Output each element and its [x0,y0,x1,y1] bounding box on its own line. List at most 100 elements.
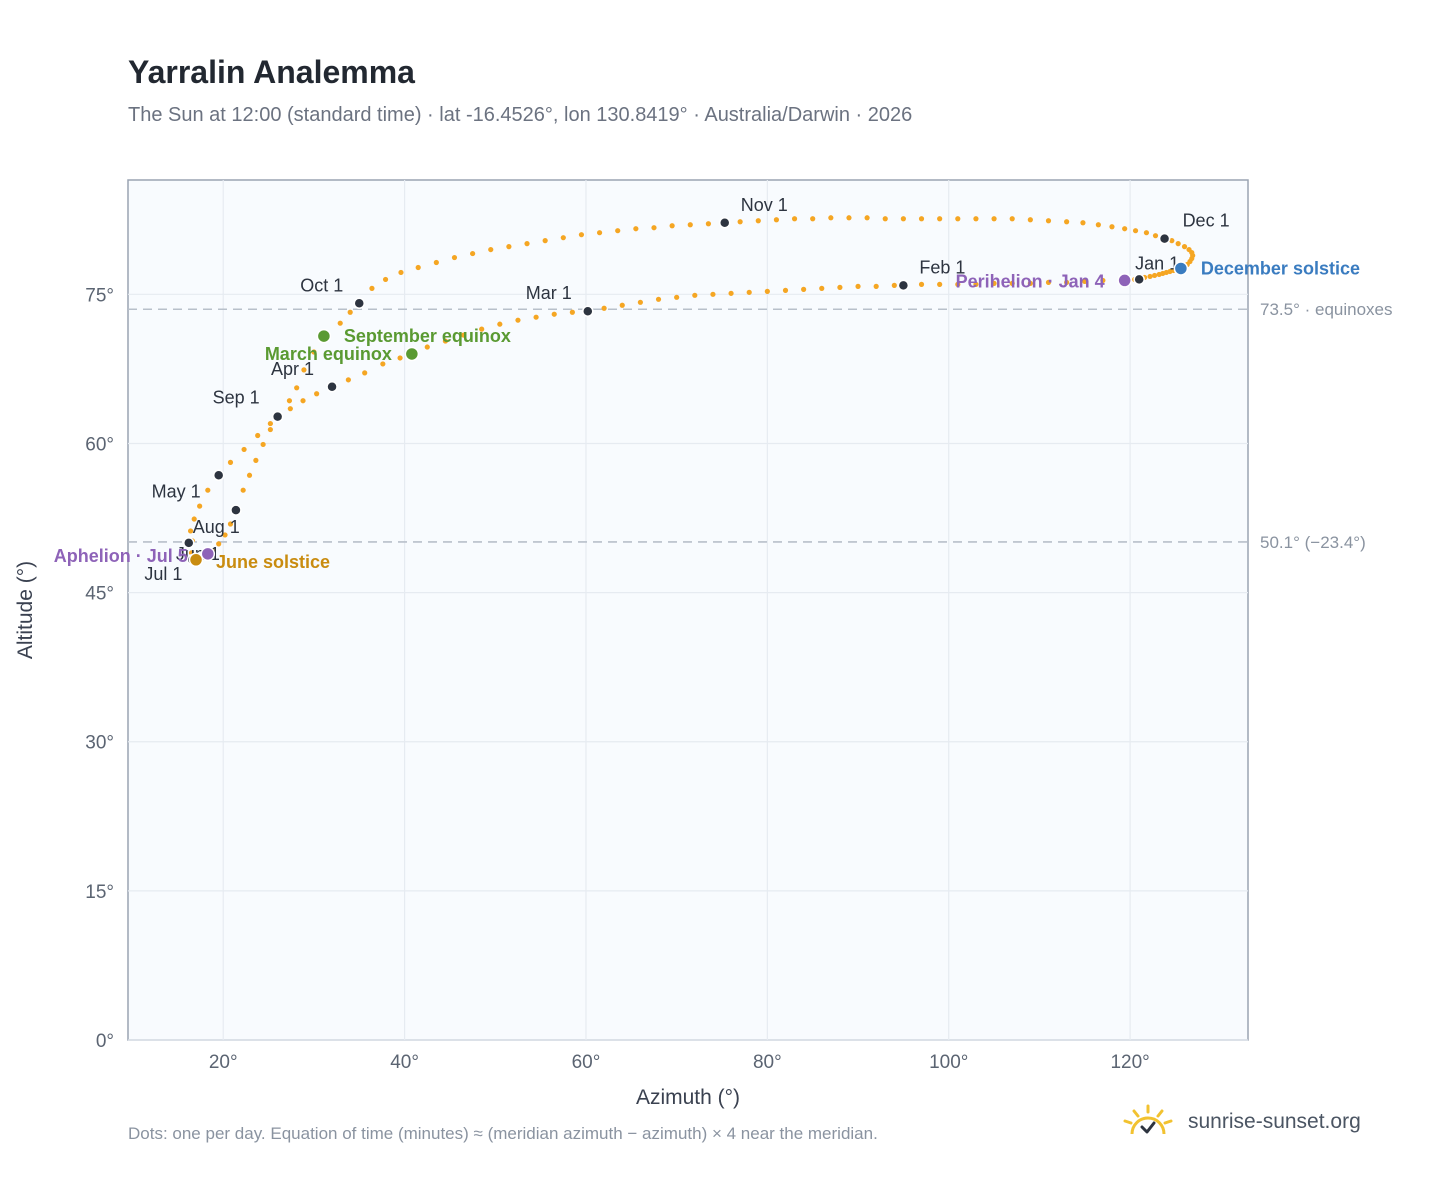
day-dot [1175,241,1181,247]
reference-line-label: 50.1° (−23.4°) [1260,533,1366,552]
day-dot [260,441,266,448]
day-dot [362,370,368,376]
month-marker-label: Nov 1 [741,195,788,215]
day-dot [1045,279,1052,286]
day-dot [1095,222,1101,228]
month-marker [271,410,284,423]
day-dot [991,216,997,222]
event-marker [200,546,216,562]
day-dot [1169,238,1175,244]
month-marker [230,504,242,516]
event-marker [188,552,204,568]
day-dot [369,285,375,291]
day-dot [846,215,852,221]
day-dot [560,235,566,241]
day-dot [506,244,512,250]
day-dot [955,216,961,222]
day-dot [382,276,389,283]
month-marker [897,279,910,292]
y-tick-label: 0° [96,1031,114,1052]
month-marker-label: Jul 1 [144,564,182,584]
x-tick-label: 40° [390,1052,419,1073]
day-dot [937,216,943,222]
day-dot [1181,244,1188,250]
month-marker [353,297,366,310]
day-dot [380,361,386,367]
day-dot [542,238,548,244]
day-dot [311,349,317,355]
chart-title: Yarralin Analemma [128,54,415,90]
event-label: March equinox [265,344,392,364]
month-marker-label: Feb 1 [919,257,965,277]
x-tick-label: 60° [572,1052,601,1073]
day-dot [991,280,997,286]
day-dot [1152,233,1159,239]
day-dot [837,284,843,290]
day-dot [1109,224,1115,230]
month-marker-label: Sep 1 [213,388,260,408]
day-dot [314,391,320,397]
day-dot [918,281,925,287]
day-dot [1064,219,1070,225]
day-dot [1080,220,1086,226]
month-marker-label: Jan 1 [1135,253,1179,273]
day-dot [216,541,222,547]
day-dot [1122,226,1128,232]
day-dot [655,296,662,302]
event-label: June solstice [216,552,330,572]
day-dot [205,487,211,493]
day-dot [345,377,351,383]
day-dot [937,281,943,287]
sun-logo-icon [1123,1104,1173,1135]
day-dot [551,311,557,317]
event-label: Perihelion · Jan 4 [956,271,1105,291]
x-tick-label: 120° [1110,1052,1149,1073]
y-axis-label: Altitude (°) [14,561,37,659]
day-dot [1064,279,1070,286]
day-dot [873,283,879,289]
month-marker-label: Mar 1 [526,283,572,303]
day-dot [415,264,421,271]
day-dot [433,259,439,266]
day-dot [451,254,458,261]
day-dot [728,290,734,296]
day-dot [1027,217,1033,223]
day-dot [596,230,603,236]
event-marker [1117,273,1132,288]
day-dot [755,218,761,224]
brand-text: sunrise-sunset.org [1188,1110,1361,1133]
day-dot [227,459,234,465]
day-dot [633,226,639,232]
day-dot [882,216,888,222]
day-dot [442,338,449,344]
day-dot [578,232,585,238]
day-dot [615,228,621,234]
day-dot [973,281,979,287]
x-tick-label: 80° [753,1052,782,1073]
day-dot [347,309,353,315]
day-dot [255,432,261,439]
day-dot [1147,273,1153,280]
day-dot [524,241,530,247]
day-dot [918,216,925,222]
day-dot [1082,278,1088,285]
day-dot [819,285,825,291]
event-label: Aphelion · Jul 5 [54,546,188,566]
day-dot [782,287,789,293]
day-dot [470,250,476,257]
month-marker [212,469,225,482]
month-marker [1133,273,1145,286]
day-dot [337,320,343,326]
reference-lines: 73.5° · equinoxes 50.1° (−23.4°) [128,300,1393,552]
day-dot [1045,218,1052,224]
y-tick-label: 60° [85,434,114,455]
y-tick-label: 75° [85,285,114,306]
day-dot [497,321,503,327]
brand[interactable]: sunrise-sunset.org [1120,1104,1361,1140]
y-tick-label: 15° [85,882,114,903]
day-dot [810,216,816,222]
day-dot [569,309,575,315]
day-dot [651,225,657,231]
day-dot [488,246,494,253]
